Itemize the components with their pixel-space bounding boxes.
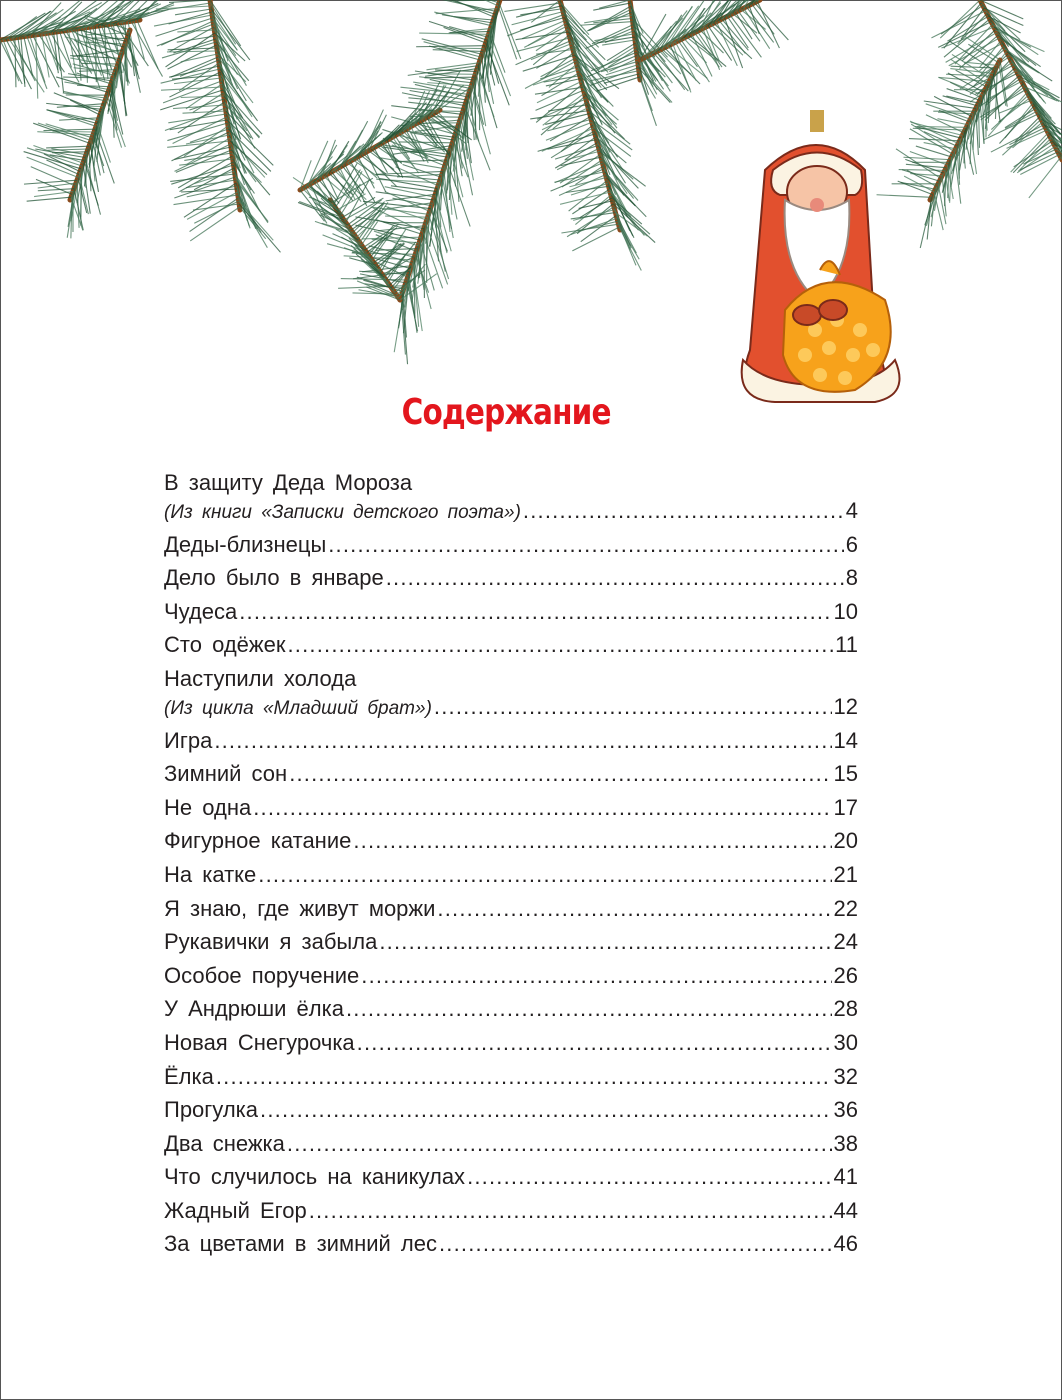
toc-entry-title: Игра [164, 727, 213, 753]
toc-entry: Жадный Егор 44 [164, 1198, 858, 1232]
toc-entry: За цветами в зимний лес 46 [164, 1231, 858, 1265]
dot-leader [379, 929, 831, 955]
toc-entry-page: 30 [833, 1029, 858, 1055]
toc-entry-title: У Андрюши ёлка [164, 996, 344, 1022]
dot-leader [287, 1131, 832, 1157]
dot-leader [386, 565, 844, 591]
toc-entry: Зимний сон 15 [164, 761, 858, 795]
toc-entry-title: Новая Снегурочка [164, 1029, 355, 1055]
toc-entry: Наступили холода (Из цикла «Младший брат»… [164, 666, 858, 728]
toc-entry-page: 22 [833, 895, 858, 921]
toc-entry: Особое поручение 26 [164, 963, 858, 997]
toc-entry-title: На катке [164, 861, 257, 887]
toc-entry: Новая Снегурочка 30 [164, 1030, 858, 1064]
dot-leader [214, 728, 831, 754]
toc-entry: Я знаю, где живут моржи 22 [164, 896, 858, 930]
toc-entry-title: Ёлка [164, 1063, 214, 1089]
toc-entry-page: 14 [833, 727, 858, 753]
dot-leader [239, 599, 831, 625]
toc-entry-subtitle: (Из книги «Записки детского поэта») [164, 502, 521, 523]
dot-leader [353, 828, 831, 854]
toc-entry-page: 20 [833, 828, 858, 854]
dot-leader [437, 896, 831, 922]
toc-entry-title: За цветами в зимний лес [164, 1231, 437, 1257]
dot-leader [260, 1097, 832, 1123]
toc-entry: Сто одёжек 11 [164, 632, 858, 666]
toc-entry-page: 24 [833, 929, 858, 955]
toc-entry: Фигурное катание 20 [164, 828, 858, 862]
toc-entry-page: 12 [833, 693, 858, 719]
toc-entry: Дело было в январе 8 [164, 565, 858, 599]
toc-entry-title: Зимний сон [164, 761, 288, 787]
toc-entry: Прогулка 36 [164, 1097, 858, 1131]
toc-entry-title: Деды-близнецы [164, 531, 327, 557]
toc-entry-title: Чудеса [164, 598, 238, 624]
toc-entry-page: 6 [845, 531, 858, 557]
dot-leader [467, 1164, 831, 1190]
toc-entry-title: Наступили холода [164, 665, 357, 691]
toc-entry-title: Два снежка [164, 1130, 285, 1156]
toc-entry-page: 15 [833, 761, 858, 787]
toc-entry-page: 36 [833, 1097, 858, 1123]
toc-entry-subtitle: (Из цикла «Младший брат») [164, 697, 432, 719]
toc-entry-title: Особое поручение [164, 962, 360, 988]
toc-entry-title: Что случилось на каникулах [164, 1164, 466, 1190]
page-title: Содержание [401, 392, 612, 433]
toc-entry: Ёлка 32 [164, 1064, 858, 1098]
table-of-contents: В защиту Деда Мороза (Из книги «Записки д… [164, 470, 858, 1265]
toc-entry-page: 10 [833, 598, 858, 624]
toc-entry-page: 38 [833, 1130, 858, 1156]
toc-entry-page: 28 [833, 996, 858, 1022]
toc-entry: Деды-близнецы 6 [164, 532, 858, 566]
toc-entry: Чудеса 10 [164, 599, 858, 633]
toc-entry-page: 26 [833, 962, 858, 988]
toc-entry-page: 41 [833, 1164, 858, 1190]
dot-leader [361, 963, 831, 989]
toc-entry-title: Сто одёжек [164, 632, 286, 658]
dot-leader [357, 1030, 832, 1056]
toc-entry-page: 17 [833, 794, 858, 820]
dot-leader [328, 532, 844, 558]
dot-leader [216, 1064, 832, 1090]
toc-entry-title: Рукавички я забыла [164, 929, 378, 955]
toc-entry-title: Жадный Егор [164, 1197, 307, 1223]
toc-entry: Рукавички я забыла 24 [164, 929, 858, 963]
toc-entry-page: 21 [833, 861, 858, 887]
toc-entry-title: В защиту Деда Мороза [164, 470, 413, 495]
toc-entry-page: 4 [845, 498, 858, 523]
dot-leader [434, 694, 832, 720]
toc-entry: Игра 14 [164, 728, 858, 762]
toc-entry-title: Не одна [164, 794, 252, 820]
toc-entry-page: 11 [835, 632, 858, 658]
dot-leader [287, 632, 833, 658]
toc-entry-title: Прогулка [164, 1097, 259, 1123]
toc-entry: Что случилось на каникулах 41 [164, 1164, 858, 1198]
dot-leader [439, 1231, 832, 1257]
dot-leader [258, 862, 831, 888]
toc-entry: У Андрюши ёлка 28 [164, 996, 858, 1030]
toc-entry-title: Дело было в январе [164, 565, 384, 591]
dot-leader [289, 761, 831, 787]
pine-branches-illustration [0, 0, 1062, 365]
dot-leader [523, 498, 844, 524]
toc-entry-page: 32 [833, 1063, 858, 1089]
dot-leader [346, 996, 832, 1022]
toc-entry-title: Я знаю, где живут моржи [164, 895, 436, 921]
dot-leader [309, 1198, 832, 1224]
dot-leader [253, 795, 831, 821]
toc-entry-page: 8 [845, 565, 858, 591]
toc-entry: Два снежка 38 [164, 1131, 858, 1165]
toc-entry: В защиту Деда Мороза (Из книги «Записки д… [164, 470, 858, 532]
toc-entry-page: 46 [833, 1231, 858, 1257]
toc-entry-title: Фигурное катание [164, 828, 352, 854]
ded-moroz-ornament-illustration [740, 110, 901, 403]
toc-entry: На катке 21 [164, 862, 858, 896]
toc-entry-page: 44 [833, 1197, 858, 1223]
toc-entry: Не одна 17 [164, 795, 858, 829]
